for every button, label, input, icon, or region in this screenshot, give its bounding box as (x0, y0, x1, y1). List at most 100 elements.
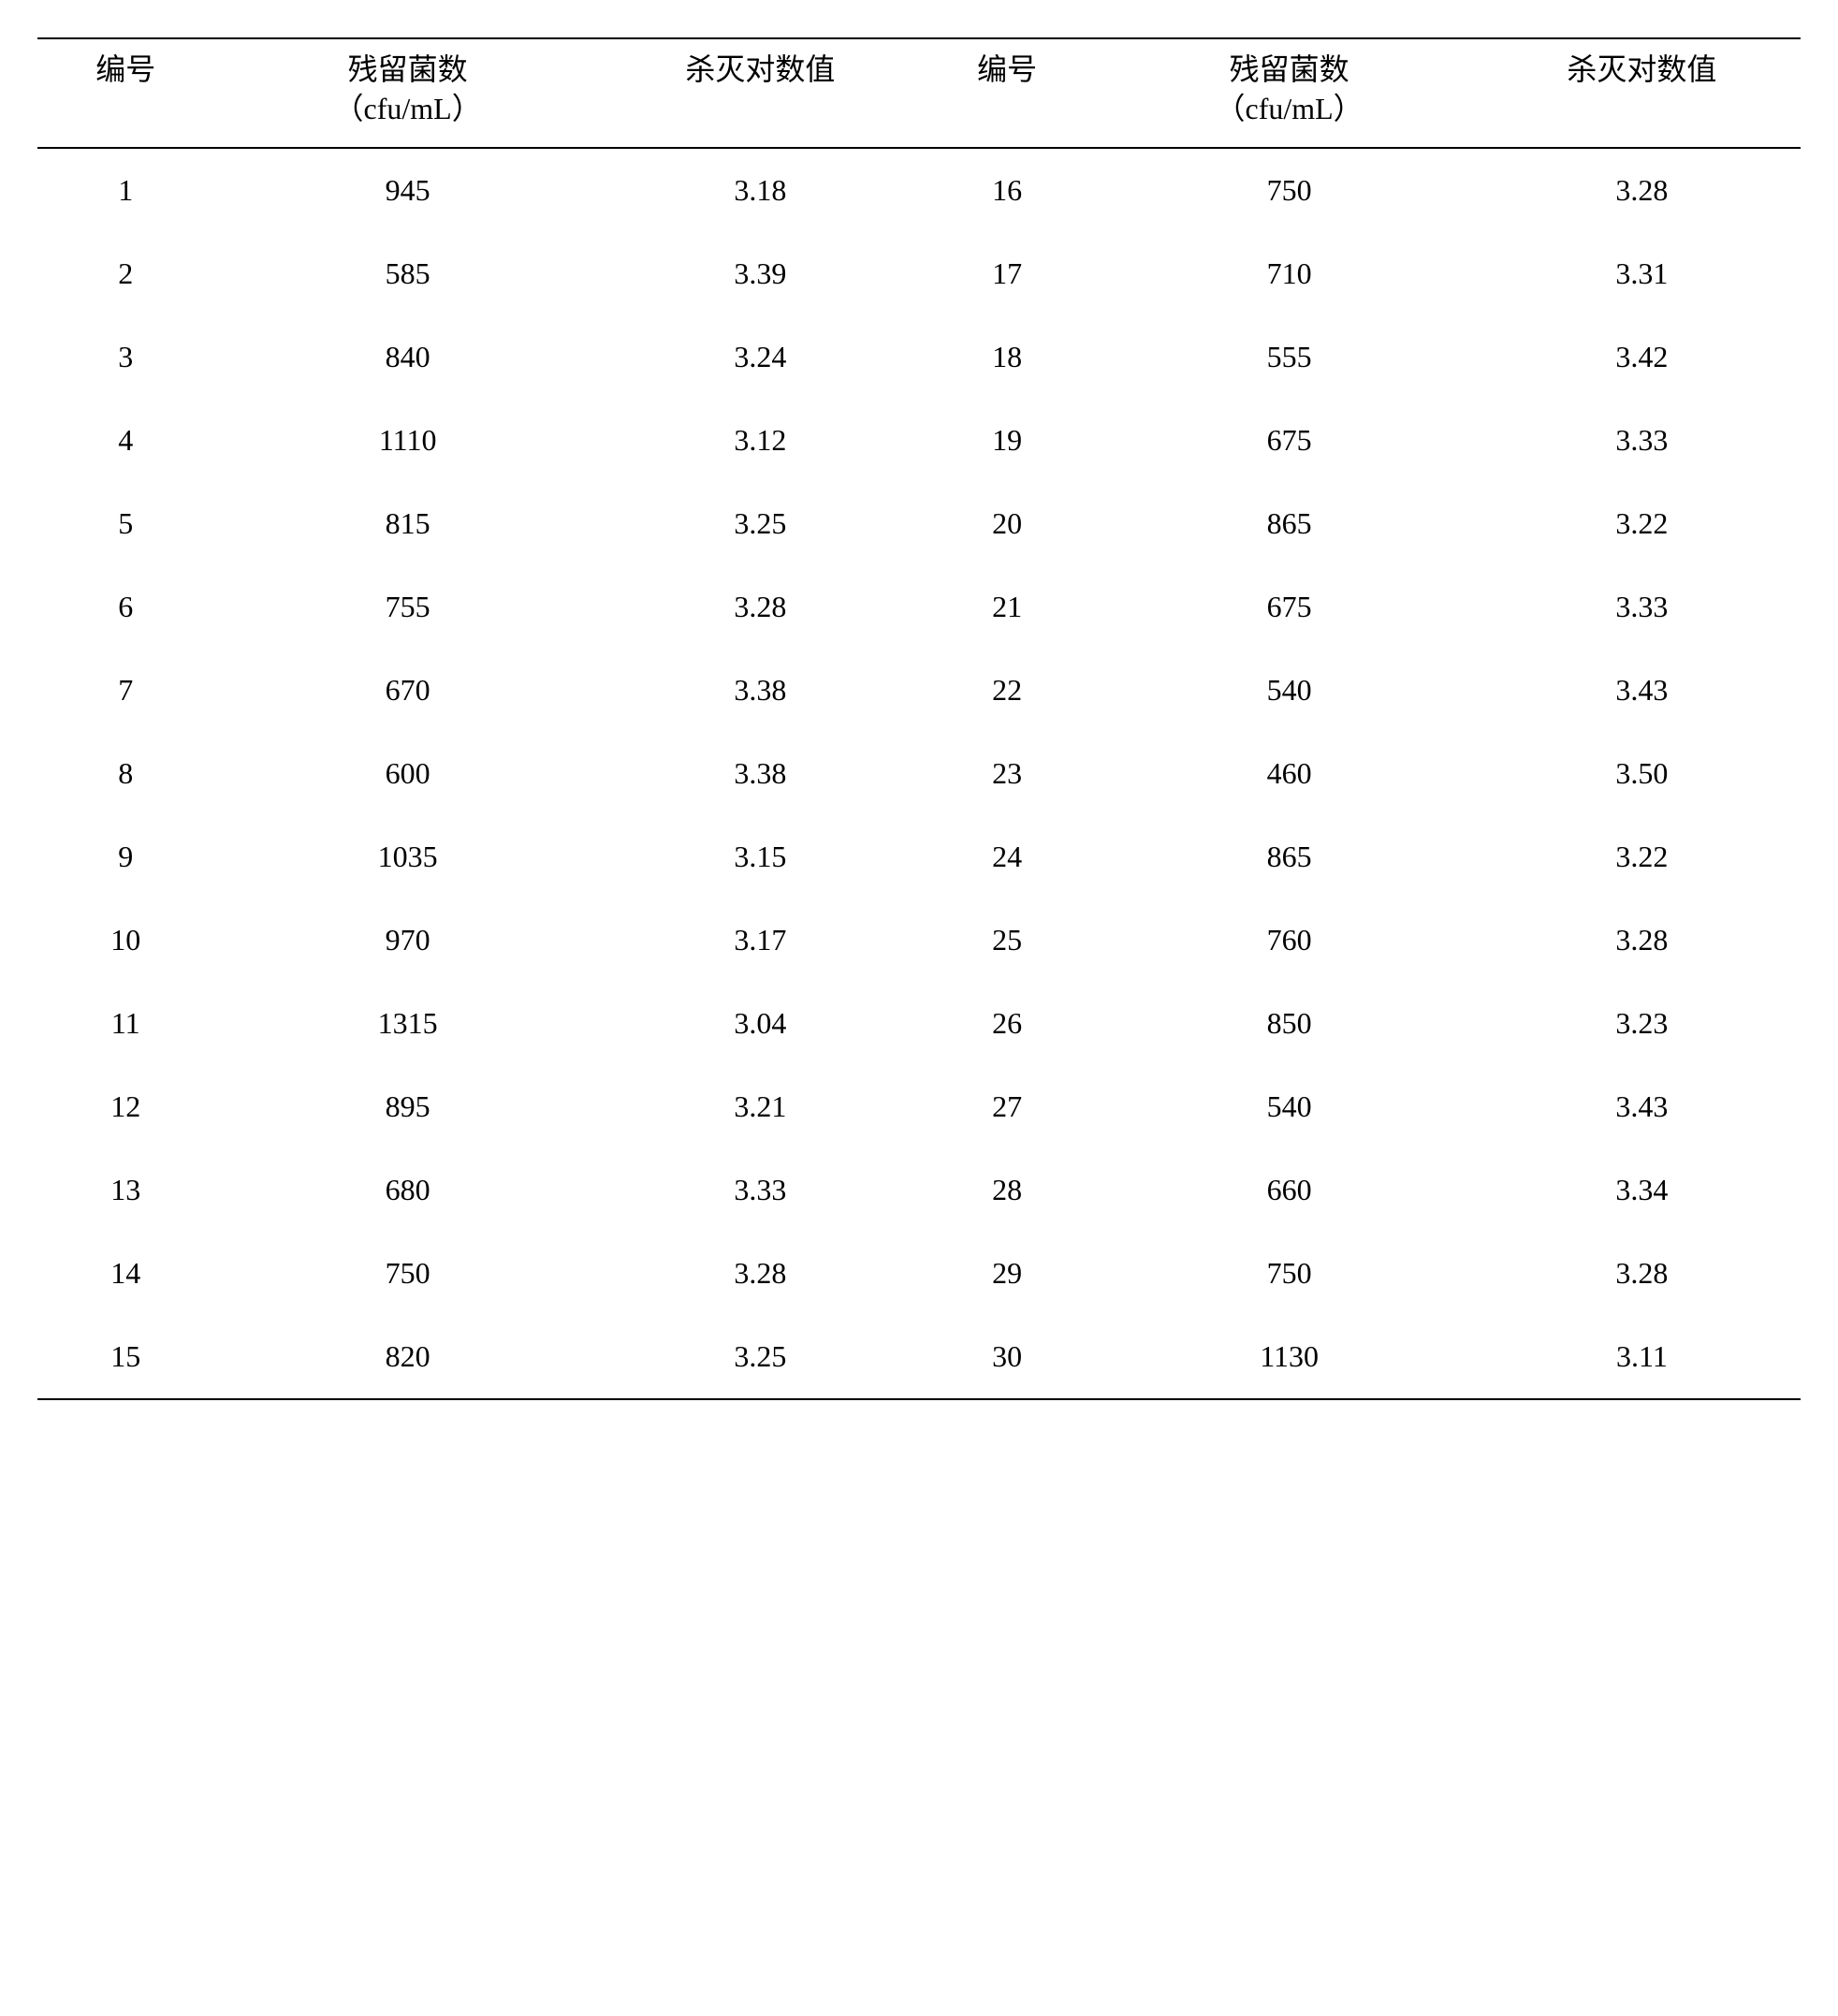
cell-log-left: 3.15 (602, 815, 919, 898)
cell-residual-left: 815 (213, 482, 601, 565)
cell-residual-left: 1035 (213, 815, 601, 898)
header-residual-right: 残留菌数 （cfu/mL） (1095, 38, 1482, 148)
cell-id-right: 28 (919, 1148, 1095, 1232)
header-log-left: 杀灭对数值 (602, 38, 919, 148)
cell-id-right: 24 (919, 815, 1095, 898)
cell-log-left: 3.33 (602, 1148, 919, 1232)
cell-residual-right: 675 (1095, 565, 1482, 649)
cell-log-right: 3.23 (1483, 982, 1801, 1065)
table-row: 86003.38234603.50 (37, 732, 1801, 815)
cell-residual-right: 1130 (1095, 1315, 1482, 1399)
cell-id-left: 4 (37, 399, 213, 482)
cell-id-right: 20 (919, 482, 1095, 565)
cell-id-right: 21 (919, 565, 1095, 649)
cell-log-right: 3.43 (1483, 649, 1801, 732)
data-table-container: 编号 残留菌数 （cfu/mL） 杀灭对数值 编号 残留菌数 （cfu/mL） (37, 37, 1801, 1400)
table-row: 19453.18167503.28 (37, 148, 1801, 232)
cell-id-right: 27 (919, 1065, 1095, 1148)
cell-residual-left: 1110 (213, 399, 601, 482)
table-row: 58153.25208653.22 (37, 482, 1801, 565)
cell-id-right: 29 (919, 1232, 1095, 1315)
cell-residual-left: 750 (213, 1232, 601, 1315)
cell-log-right: 3.33 (1483, 565, 1801, 649)
table-row: 158203.253011303.11 (37, 1315, 1801, 1399)
header-residual-sub: （cfu/mL） (221, 90, 593, 129)
table-row: 38403.24185553.42 (37, 315, 1801, 399)
cell-id-right: 18 (919, 315, 1095, 399)
cell-residual-right: 750 (1095, 148, 1482, 232)
cell-id-left: 13 (37, 1148, 213, 1232)
cell-log-left: 3.17 (602, 898, 919, 982)
cell-log-left: 3.38 (602, 732, 919, 815)
cell-id-left: 3 (37, 315, 213, 399)
cell-residual-right: 660 (1095, 1148, 1482, 1232)
cell-log-left: 3.28 (602, 1232, 919, 1315)
header-log-label: 杀灭对数值 (1491, 51, 1793, 90)
cell-residual-left: 895 (213, 1065, 601, 1148)
cell-log-right: 3.34 (1483, 1148, 1801, 1232)
cell-id-left: 6 (37, 565, 213, 649)
cell-residual-left: 600 (213, 732, 601, 815)
cell-log-right: 3.22 (1483, 815, 1801, 898)
cell-residual-right: 710 (1095, 232, 1482, 315)
table-row: 25853.39177103.31 (37, 232, 1801, 315)
cell-log-left: 3.38 (602, 649, 919, 732)
table-row: 1113153.04268503.23 (37, 982, 1801, 1065)
cell-residual-left: 840 (213, 315, 601, 399)
cell-log-left: 3.04 (602, 982, 919, 1065)
cell-residual-left: 820 (213, 1315, 601, 1399)
cell-residual-right: 760 (1095, 898, 1482, 982)
cell-residual-right: 675 (1095, 399, 1482, 482)
cell-log-right: 3.28 (1483, 1232, 1801, 1315)
table-row: 147503.28297503.28 (37, 1232, 1801, 1315)
table-header-row: 编号 残留菌数 （cfu/mL） 杀灭对数值 编号 残留菌数 （cfu/mL） (37, 38, 1801, 148)
cell-residual-left: 945 (213, 148, 601, 232)
table-row: 128953.21275403.43 (37, 1065, 1801, 1148)
cell-log-right: 3.28 (1483, 148, 1801, 232)
cell-log-right: 3.31 (1483, 232, 1801, 315)
cell-id-right: 26 (919, 982, 1095, 1065)
cell-id-right: 17 (919, 232, 1095, 315)
cell-residual-right: 750 (1095, 1232, 1482, 1315)
cell-residual-right: 850 (1095, 982, 1482, 1065)
cell-id-right: 22 (919, 649, 1095, 732)
cell-log-left: 3.12 (602, 399, 919, 482)
bacteria-data-table: 编号 残留菌数 （cfu/mL） 杀灭对数值 编号 残留菌数 （cfu/mL） (37, 37, 1801, 1400)
cell-residual-right: 555 (1095, 315, 1482, 399)
cell-id-right: 16 (919, 148, 1095, 232)
cell-residual-right: 540 (1095, 649, 1482, 732)
cell-log-right: 3.50 (1483, 732, 1801, 815)
cell-id-left: 8 (37, 732, 213, 815)
header-id-left: 编号 (37, 38, 213, 148)
header-residual-left: 残留菌数 （cfu/mL） (213, 38, 601, 148)
cell-log-right: 3.42 (1483, 315, 1801, 399)
header-residual-main: 残留菌数 (221, 51, 593, 90)
cell-residual-left: 585 (213, 232, 601, 315)
cell-log-right: 3.28 (1483, 898, 1801, 982)
header-id-label: 编号 (926, 51, 1087, 90)
cell-log-right: 3.43 (1483, 1065, 1801, 1148)
header-log-label: 杀灭对数值 (609, 51, 912, 90)
table-body: 19453.18167503.2825853.39177103.3138403.… (37, 148, 1801, 1399)
cell-log-left: 3.25 (602, 482, 919, 565)
cell-residual-left: 680 (213, 1148, 601, 1232)
cell-residual-right: 865 (1095, 482, 1482, 565)
cell-residual-right: 460 (1095, 732, 1482, 815)
cell-id-left: 1 (37, 148, 213, 232)
cell-id-right: 30 (919, 1315, 1095, 1399)
cell-id-left: 12 (37, 1065, 213, 1148)
table-row: 76703.38225403.43 (37, 649, 1801, 732)
header-id-label: 编号 (45, 51, 206, 90)
cell-residual-left: 1315 (213, 982, 601, 1065)
header-residual-main: 残留菌数 (1102, 51, 1475, 90)
header-residual-sub: （cfu/mL） (1102, 90, 1475, 129)
table-row: 109703.17257603.28 (37, 898, 1801, 982)
header-id-right: 编号 (919, 38, 1095, 148)
cell-log-left: 3.28 (602, 565, 919, 649)
cell-id-left: 10 (37, 898, 213, 982)
cell-id-left: 2 (37, 232, 213, 315)
cell-residual-right: 865 (1095, 815, 1482, 898)
cell-id-left: 11 (37, 982, 213, 1065)
header-log-right: 杀灭对数值 (1483, 38, 1801, 148)
cell-residual-left: 970 (213, 898, 601, 982)
